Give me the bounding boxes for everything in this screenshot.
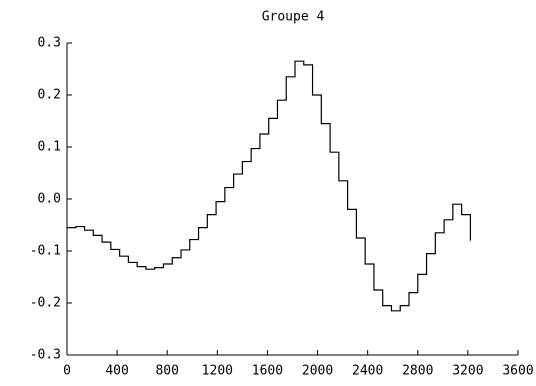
x-tick-label: 2800 <box>402 364 433 379</box>
y-tick-label: -0.1 <box>30 244 61 259</box>
y-tick-label: 0.0 <box>38 192 61 207</box>
x-tick-label: 3200 <box>452 364 483 379</box>
y-tick-label: -0.2 <box>30 296 61 311</box>
x-tick-label: 3600 <box>502 364 533 379</box>
x-tick-label: 2000 <box>302 364 333 379</box>
x-tick-label: 1200 <box>202 364 233 379</box>
x-tick-label: 1600 <box>252 364 283 379</box>
y-tick-label: 0.2 <box>38 88 61 103</box>
step-line <box>67 60 471 312</box>
y-tick-label: -0.3 <box>30 348 61 363</box>
x-tick-label: 800 <box>155 364 178 379</box>
x-tick-label: 0 <box>63 364 71 379</box>
chart-title: Groupe 4 <box>262 10 325 25</box>
x-tick-label: 2400 <box>352 364 383 379</box>
y-tick-label: 0.1 <box>38 140 61 155</box>
y-tick-label: 0.3 <box>38 36 61 51</box>
x-tick-label: 400 <box>105 364 128 379</box>
